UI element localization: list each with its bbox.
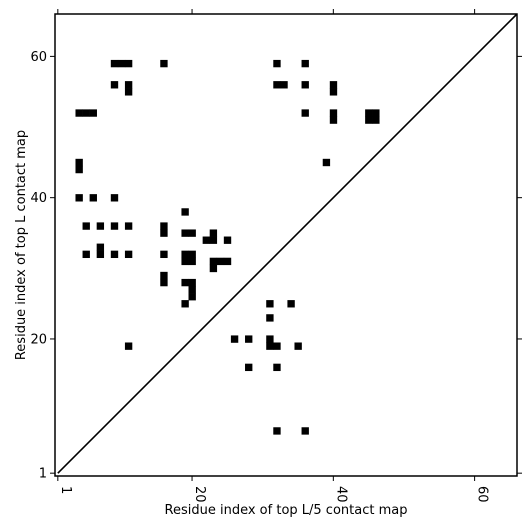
contact-point <box>273 59 281 68</box>
contact-point <box>188 257 196 266</box>
contact-point <box>365 109 373 117</box>
contact-point <box>110 81 119 89</box>
contact-point <box>75 109 83 117</box>
contact-point <box>124 222 133 230</box>
contact-point <box>230 335 239 343</box>
contact-point <box>245 363 253 372</box>
contact-point <box>160 229 168 237</box>
contact-point <box>266 314 274 322</box>
contact-point <box>329 88 338 96</box>
contact-point <box>266 342 274 350</box>
contact-point <box>216 257 225 266</box>
contact-point <box>322 158 331 167</box>
contact-point <box>365 116 373 124</box>
plot-frame <box>54 13 518 477</box>
contact-point <box>181 229 189 237</box>
contact-point <box>273 427 281 435</box>
contact-point <box>89 194 97 202</box>
contact-point <box>188 293 196 301</box>
contact-point <box>160 250 168 259</box>
contact-point <box>188 285 196 294</box>
contact-point <box>223 257 232 266</box>
contact-point <box>329 109 338 117</box>
x-tick-label: 40 <box>333 486 348 503</box>
contact-point <box>301 81 309 89</box>
contact-point <box>266 335 274 343</box>
y-tick-label: 40 <box>30 191 47 206</box>
contact-point <box>181 208 189 216</box>
contact-point <box>287 300 295 308</box>
contact-point <box>301 109 309 117</box>
contact-point <box>75 165 83 174</box>
contact-point <box>96 243 105 251</box>
x-tick-label: 60 <box>475 486 490 503</box>
contact-point <box>188 250 196 259</box>
contact-point <box>160 222 168 230</box>
y-axis-label: Residue index of top L contact map <box>14 130 29 360</box>
contact-point <box>273 342 281 350</box>
contact-point <box>273 81 281 89</box>
y-tick-label: 60 <box>30 50 47 65</box>
contact-point <box>75 158 83 167</box>
diagonal-line <box>57 13 518 474</box>
contact-point <box>294 342 302 350</box>
contact-point <box>110 194 119 202</box>
y-tick-label: 1 <box>39 467 47 482</box>
plot-area <box>57 13 518 474</box>
contact-point <box>160 59 168 68</box>
contact-point <box>96 222 105 230</box>
contact-point <box>188 278 196 287</box>
contact-point <box>160 278 168 287</box>
contact-point <box>329 81 338 89</box>
contact-point <box>124 250 133 259</box>
contact-point <box>89 109 97 117</box>
contact-point <box>75 194 83 202</box>
contact-point <box>372 109 380 117</box>
contact-point <box>245 335 253 343</box>
contact-point <box>188 229 196 237</box>
contact-point <box>209 264 218 273</box>
contact-point <box>160 271 168 280</box>
contact-point <box>202 236 211 244</box>
y-tick-label: 20 <box>30 332 47 347</box>
contact-point <box>301 427 309 435</box>
contact-point <box>124 342 133 350</box>
contact-point <box>110 59 119 68</box>
contact-point <box>82 222 90 230</box>
contact-point <box>273 363 281 372</box>
contact-point <box>181 250 189 259</box>
contact-point <box>209 236 218 244</box>
contact-point <box>301 59 309 68</box>
contact-point <box>372 116 380 124</box>
x-tick-label: 20 <box>192 486 207 503</box>
contact-point <box>209 257 218 266</box>
axis-ticks: 1 20 40 60 1 20 40 60 <box>30 9 522 503</box>
contact-point <box>96 250 105 259</box>
contact-point <box>223 236 232 244</box>
contact-point <box>181 278 189 287</box>
contact-point <box>181 257 189 266</box>
contact-point <box>124 81 133 89</box>
contact-point <box>181 300 189 308</box>
x-axis-label: Residue index of top L/5 contact map <box>165 503 408 518</box>
contact-point <box>110 222 119 230</box>
contact-point <box>117 59 126 68</box>
contact-point <box>110 250 119 259</box>
contact-point <box>124 88 133 96</box>
contact-point <box>266 300 274 308</box>
x-tick-label: 1 <box>58 486 73 494</box>
contact-point <box>329 116 338 124</box>
contact-point <box>280 81 288 89</box>
contact-point <box>209 229 218 237</box>
contact-point <box>124 59 133 68</box>
contact-point <box>82 250 90 259</box>
contact-point <box>82 109 90 117</box>
